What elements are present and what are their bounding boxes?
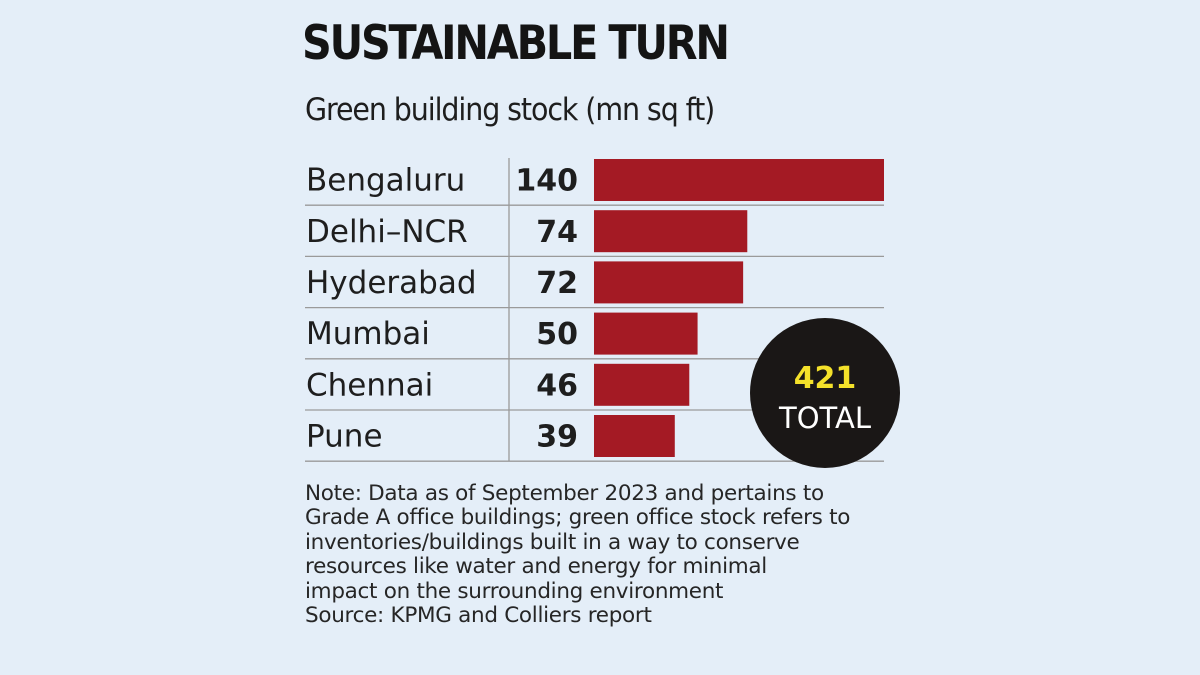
note-line: Grade A office buildings; green office s… xyxy=(305,505,851,531)
note-line: inventories/buildings built in a way to … xyxy=(305,529,800,555)
note-line: resources like water and energy for mini… xyxy=(305,554,767,580)
chart-subtitle: Green building stock (mn sq ft) xyxy=(305,92,715,128)
bar xyxy=(594,363,690,406)
value-label: 72 xyxy=(536,266,578,301)
value-label: 140 xyxy=(515,164,578,199)
value-label: 46 xyxy=(536,368,578,403)
total-value: 421 xyxy=(794,361,857,396)
value-label: 74 xyxy=(536,215,578,250)
bar xyxy=(594,210,748,253)
bar xyxy=(594,415,675,457)
note-line: Note: Data as of September 2023 and pert… xyxy=(305,481,824,506)
category-label: Hyderabad xyxy=(306,265,477,301)
value-label: 50 xyxy=(536,317,578,352)
category-label: Chennai xyxy=(306,367,433,403)
chart-title: SUSTAINABLE TURN xyxy=(302,16,730,71)
category-label: Mumbai xyxy=(306,316,430,352)
value-label: 39 xyxy=(536,420,578,455)
bar xyxy=(594,312,698,355)
bar xyxy=(594,261,744,304)
category-label: Bengaluru xyxy=(306,163,465,199)
bar xyxy=(594,159,884,201)
category-label: Delhi–NCR xyxy=(306,214,468,250)
category-label: Pune xyxy=(306,419,383,455)
chart-note: Note: Data as of September 2023 and pert… xyxy=(305,481,885,629)
note-line: impact on the surrounding environment xyxy=(305,578,724,604)
total-label: TOTAL xyxy=(778,401,871,435)
source-line: Source: KPMG and Colliers report xyxy=(305,603,652,629)
total-badge xyxy=(750,318,900,468)
